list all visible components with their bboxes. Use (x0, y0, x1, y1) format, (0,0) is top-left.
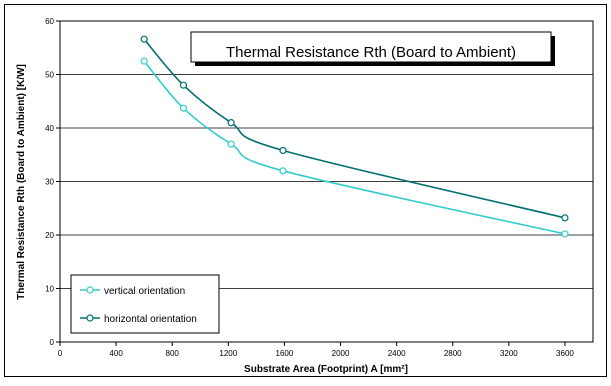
y-tick-label: 60 (45, 17, 54, 26)
series-0-point (279, 167, 287, 175)
axis-layer: 0 10 20 30 40 50 60 0 400 800 1200 1600 2000 2400 2800… (45, 17, 574, 358)
x-tick-label: 2000 (332, 349, 350, 358)
legend-label-1: horizontal orientation (104, 314, 197, 325)
legend: vertical orientation horizontal orientati… (70, 274, 220, 334)
series-0-point (140, 57, 148, 65)
x-tick-label: 400 (109, 349, 123, 358)
series-1-point (561, 214, 569, 222)
chart-title-box: Thermal Resistance Rth (Board to Ambient… (190, 31, 555, 66)
y-tick-label: 40 (45, 124, 54, 133)
legend-box (70, 274, 220, 334)
x-tick-label: 800 (166, 349, 180, 358)
x-tick-label: 1200 (219, 349, 237, 358)
y-tick-label: 0 (50, 338, 55, 347)
series-1-point (140, 35, 148, 43)
legend-marker-1 (86, 314, 94, 322)
legend-marker-0 (86, 286, 94, 294)
x-axis-label: Substrate Area (Footprint) A [mm²] (244, 364, 408, 375)
chart-title: Thermal Resistance Rth (Board to Ambient… (226, 44, 516, 61)
x-tick-label: 0 (58, 349, 63, 358)
series-layer (140, 35, 569, 238)
y-axis-label: Thermal Resistance Rth (Board to Ambient… (16, 64, 27, 300)
y-tick-label: 30 (45, 178, 54, 187)
series-1-point (179, 81, 188, 89)
series-0-point (561, 230, 569, 238)
y-tick-label: 50 (45, 71, 54, 80)
series-0-point (179, 104, 188, 112)
x-tick-label: 3600 (556, 349, 574, 358)
y-tick-label: 20 (45, 231, 54, 240)
x-tick-label: 2800 (444, 349, 462, 358)
series-0-point (227, 140, 235, 148)
y-tick-label: 10 (45, 285, 54, 294)
x-tick-label: 3200 (500, 349, 518, 358)
series-1-point (279, 146, 287, 155)
series-line-0 (143, 60, 566, 235)
series-1-point (227, 119, 235, 127)
legend-label-0: vertical orientation (104, 286, 185, 297)
x-tick-label: 1600 (276, 349, 294, 358)
x-tick-label: 2400 (388, 349, 406, 358)
